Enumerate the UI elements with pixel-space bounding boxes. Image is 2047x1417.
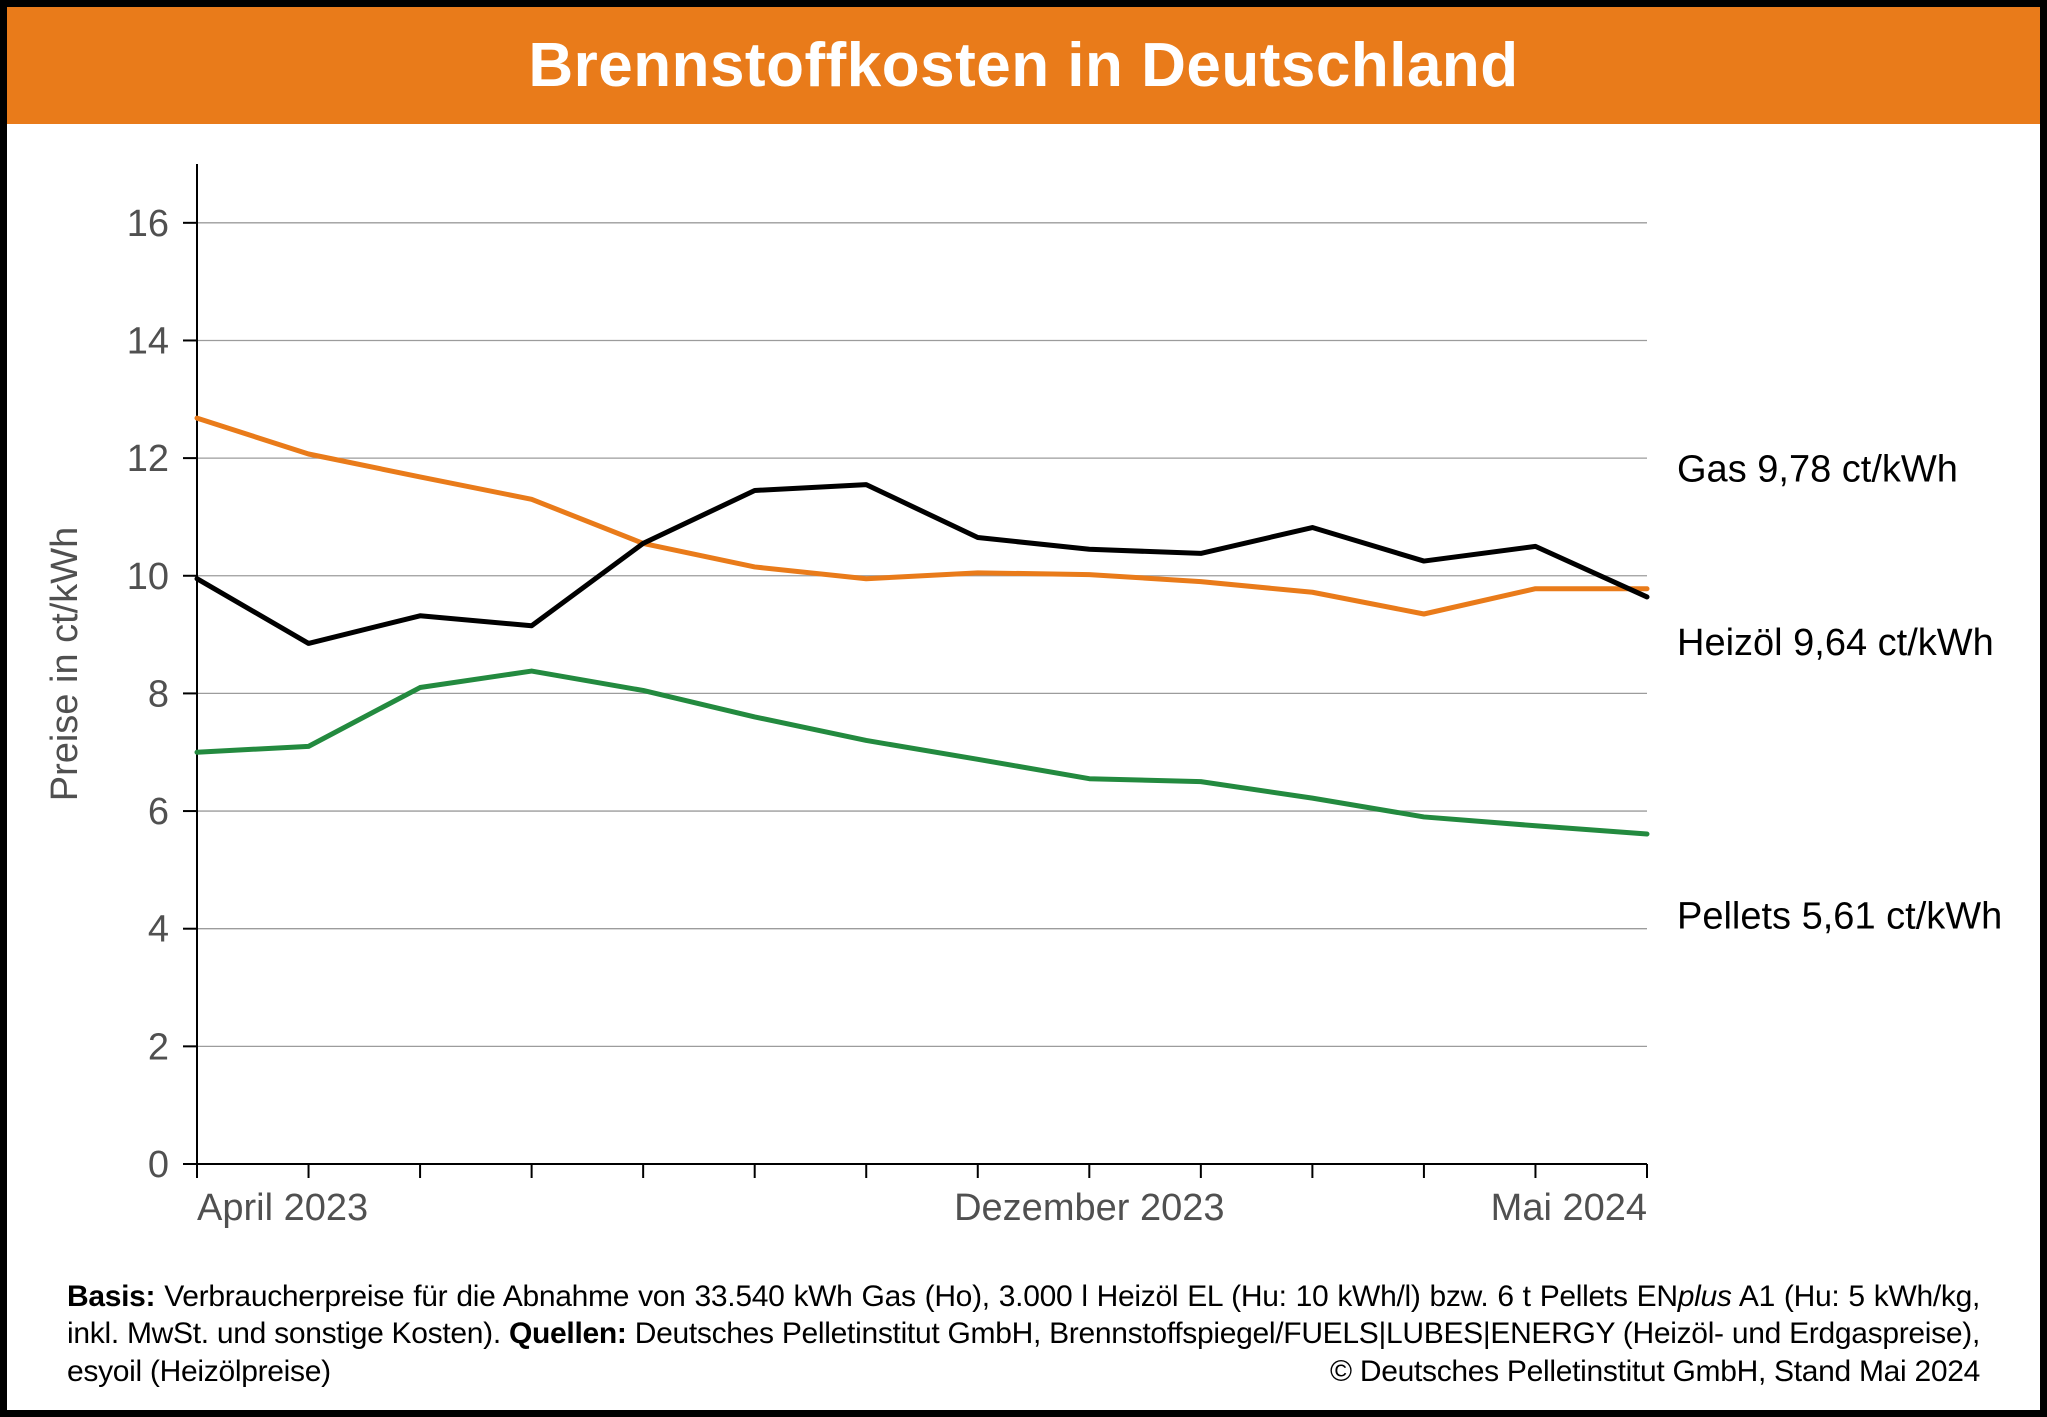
svg-text:Preise in ct/kWh: Preise in ct/kWh	[44, 526, 86, 801]
footer-text: Basis: Verbraucherpreise für die Abnahme…	[7, 1274, 2040, 1411]
svg-text:April 2023: April 2023	[197, 1187, 368, 1229]
chart-area: 0 2 4 6 8 10 12 14 16 April 2023 Dezember 2023 Mai …	[7, 124, 2040, 1274]
svg-text:0: 0	[148, 1144, 169, 1186]
svg-text:6: 6	[148, 791, 169, 833]
svg-text:Gas 9,78 ct/kWh: Gas 9,78 ct/kWh	[1677, 448, 1958, 490]
svg-text:16: 16	[127, 202, 169, 244]
svg-text:8: 8	[148, 673, 169, 715]
svg-text:Mai 2024: Mai 2024	[1491, 1187, 1647, 1229]
svg-text:14: 14	[127, 320, 169, 362]
chart-title: Brennstoffkosten in Deutschland	[528, 30, 1518, 101]
svg-text:10: 10	[127, 555, 169, 597]
svg-text:4: 4	[148, 908, 169, 950]
svg-text:12: 12	[127, 438, 169, 480]
chart-frame: Brennstoffkosten in Deutschland 0 2 4 6 8 10 1…	[0, 0, 2047, 1417]
svg-text:Pellets 5,61 ct/kWh: Pellets 5,61 ct/kWh	[1677, 895, 2002, 937]
svg-text:Dezember 2023: Dezember 2023	[954, 1187, 1224, 1229]
svg-text:Heizöl 9,64 ct/kWh: Heizöl 9,64 ct/kWh	[1677, 622, 1994, 664]
line-chart-svg: 0 2 4 6 8 10 12 14 16 April 2023 Dezember 2023 Mai …	[7, 124, 2040, 1274]
title-bar: Brennstoffkosten in Deutschland	[7, 7, 2040, 124]
svg-text:2: 2	[148, 1026, 169, 1068]
